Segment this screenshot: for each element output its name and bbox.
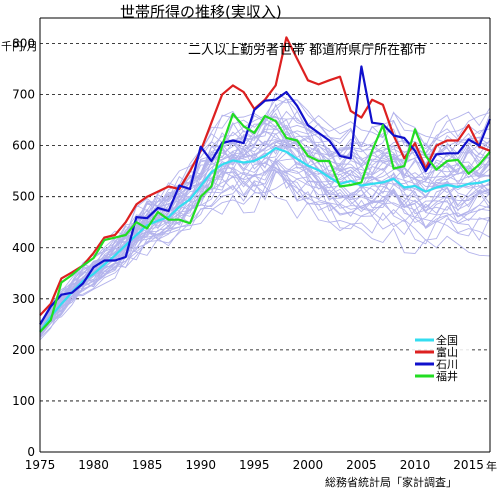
x-tick-label: 1985: [132, 458, 163, 472]
prefecture-line: [39, 157, 491, 329]
y-tick-label: 200: [12, 343, 35, 357]
prefecture-line: [39, 171, 491, 339]
series-line-全国: [39, 147, 491, 333]
y-tick-label: 300: [12, 292, 35, 306]
chart-subtitle: 二人以上勤労者世帯 都道府県庁所在都市: [188, 42, 426, 58]
prefecture-line: [39, 98, 491, 331]
prefecture-line: [39, 139, 491, 326]
y-axis-label: 千円/月: [1, 40, 38, 53]
x-tick-label: 1975: [25, 458, 56, 472]
prefecture-line: [39, 158, 491, 334]
prefecture-line: [39, 158, 491, 336]
series-line-石川: [39, 65, 492, 325]
source-note: 総務省統計局「家計調査」: [325, 475, 457, 489]
y-tick-label: 700: [12, 88, 35, 102]
legend-label: 福井: [436, 369, 458, 383]
x-tick-label: 1990: [185, 458, 216, 472]
prefecture-line: [39, 139, 491, 332]
y-tick-label: 400: [12, 241, 35, 255]
x-tick-label: 2005: [346, 458, 377, 472]
prefecture-line: [39, 130, 491, 331]
chart-title: 世帯所得の推移(実収入): [120, 3, 282, 21]
axes: [39, 17, 491, 453]
prefecture-line: [39, 172, 491, 332]
tick-labels: 0 100 200 300 400 500 600 700 800 1975 1980 1985 199…: [12, 37, 484, 472]
prefecture-line: [39, 166, 491, 332]
x-tick-label: 1995: [239, 458, 270, 472]
prefecture-line: [39, 162, 491, 338]
x-tick-label: 2010: [400, 458, 431, 472]
y-tick-label: 0: [27, 445, 35, 459]
prefecture-line: [39, 98, 491, 325]
y-tick-label: 500: [12, 190, 35, 204]
legend-label: 富山: [436, 345, 458, 359]
x-axis-label: 年: [486, 459, 497, 473]
prefecture-line: [39, 126, 491, 332]
prefecture-line: [39, 132, 491, 333]
y-tick-label: 600: [12, 139, 35, 153]
x-tick-label: 2015: [453, 458, 484, 472]
series-line-福井: [39, 112, 491, 333]
legend-label: 全国: [436, 333, 458, 347]
prefecture-lines: [39, 92, 491, 341]
y-tick-label: 800: [12, 37, 35, 51]
highlight-lines: [39, 36, 492, 333]
legend-label: 石川: [436, 358, 458, 371]
x-tick-label: 2000: [293, 458, 324, 472]
prefecture-line: [39, 99, 491, 322]
x-tick-label: 1980: [78, 458, 109, 472]
prefecture-line: [39, 119, 491, 329]
y-tick-label: 100: [12, 394, 35, 408]
prefecture-line: [39, 103, 491, 331]
